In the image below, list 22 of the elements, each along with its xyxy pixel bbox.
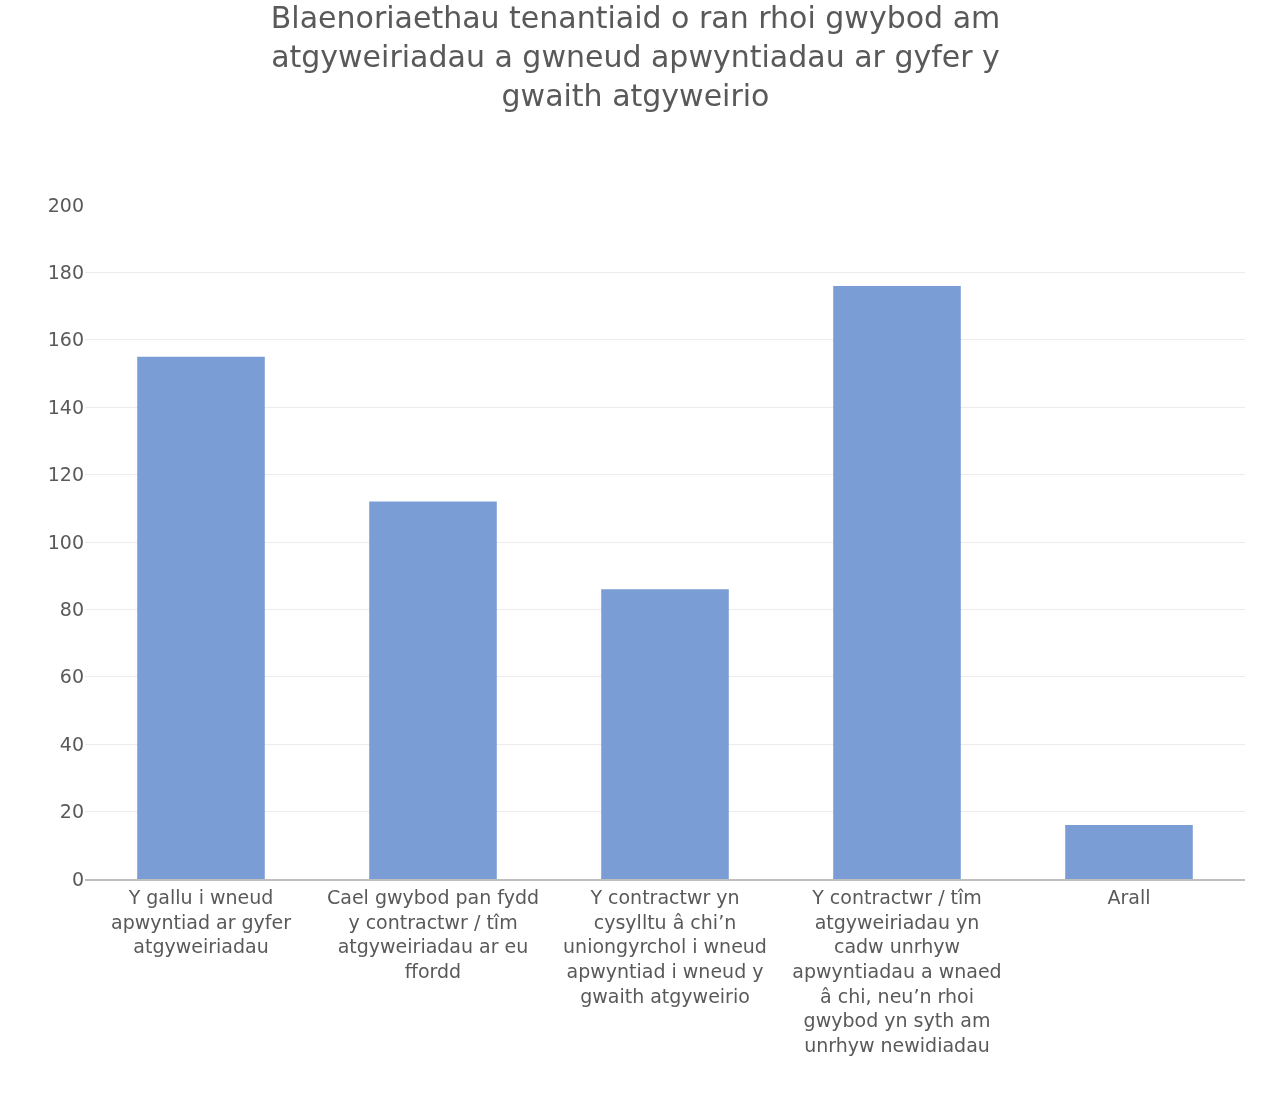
y-tick-label: 60 bbox=[59, 665, 84, 688]
bar bbox=[833, 285, 961, 879]
y-tick-label: 40 bbox=[59, 732, 84, 755]
y-tick-label: 200 bbox=[47, 193, 84, 216]
bar bbox=[1065, 825, 1193, 879]
y-tick-label: 0 bbox=[71, 867, 84, 890]
x-tick-label: Y contractwr yn cysylltu â chi’n uniongyrchol i wneud apwyntiad i wneud y gwaith atgyweirio bbox=[563, 885, 767, 1007]
y-tick-label: 80 bbox=[59, 598, 84, 621]
bar bbox=[137, 356, 265, 879]
y-tick-label: 160 bbox=[47, 328, 84, 351]
y-tick-label: 140 bbox=[47, 395, 84, 418]
chart-title: Blaenoriaethau tenantiaid o ran rhoi gwybod am atgyweiriadau a gwneud apwyntiadau ar gyfer y gwaith atgyweirio bbox=[270, 0, 1001, 113]
y-tick-label: 120 bbox=[47, 463, 84, 486]
x-tick-label: Y gallu i wneud apwyntiad ar gyfer atgyweiriadau bbox=[111, 885, 292, 958]
y-tick-label: 100 bbox=[47, 530, 84, 553]
y-tick-label: 180 bbox=[47, 261, 84, 284]
x-tick-label: Y contractwr / tîm atgyweiriadau yn cadw unrhyw apwyntiadau a wnaed â chi, neu’n rhoi gwybod yn syth am unrhyw newidiadau bbox=[792, 885, 1002, 1056]
bar bbox=[369, 501, 497, 879]
bar bbox=[601, 589, 729, 879]
x-tick-label: Cael gwybod pan fydd y contractwr / tîm atgyweiriadau ar eu ffordd bbox=[326, 885, 540, 982]
y-tick-label: 20 bbox=[59, 800, 84, 823]
x-tick-label: Arall bbox=[1107, 885, 1151, 908]
